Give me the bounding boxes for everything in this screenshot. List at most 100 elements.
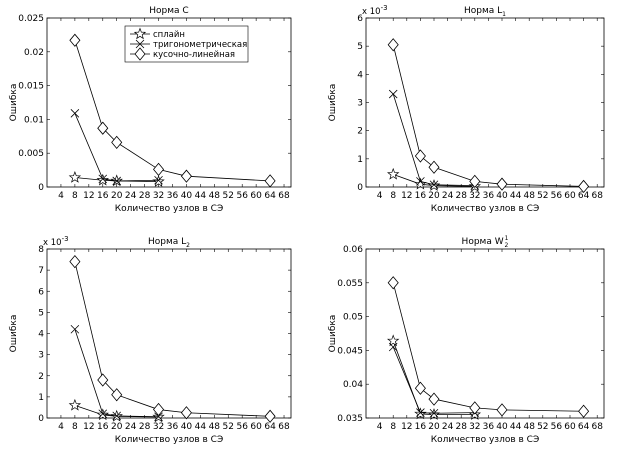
y-tick-label: 0.045 — [337, 346, 363, 356]
legend-label: сплайн — [153, 30, 185, 40]
x-tick-label: 48 — [209, 191, 221, 201]
diamond-marker — [469, 401, 481, 415]
y-tick-label: 2 — [38, 372, 44, 382]
chart-title-text: Норма W — [462, 237, 504, 247]
x-marker — [416, 408, 425, 417]
x-tick-label: 36 — [483, 191, 495, 201]
diamond-marker — [387, 276, 399, 290]
series-line — [392, 44, 584, 187]
star-marker — [133, 27, 147, 40]
series-line — [393, 173, 475, 187]
x-tick-label: 64 — [578, 191, 590, 201]
x-tick-label: 64 — [578, 422, 590, 432]
y-tick-label: 6 — [38, 287, 44, 297]
x-marker — [98, 409, 108, 419]
x-tick-label: 20 — [111, 191, 123, 201]
x-tick-label: 8 — [390, 191, 396, 201]
y-exponent-base: x 10 — [43, 238, 62, 248]
x-tick-label: 4 — [377, 422, 383, 432]
star-marker — [414, 407, 427, 420]
diamond-marker — [496, 403, 508, 417]
chart-panel-3: 4 8 12 16 20 24 28 32 36 40 44 48 52 56 60 64 6801234567… — [9, 235, 292, 445]
y-axis-label: Ошибка — [328, 84, 338, 122]
x-tick-label: 56 — [236, 191, 248, 201]
y-tick-label: 0 — [38, 414, 44, 424]
y-tick-label: 6 — [357, 14, 363, 24]
x-tick-label: 44 — [195, 422, 207, 432]
diamond-marker — [97, 121, 109, 135]
x-tick-label: 8 — [72, 191, 78, 201]
y-tick-label: 0 — [38, 183, 44, 193]
x-marker — [429, 180, 439, 190]
x-marker — [98, 174, 108, 184]
series-x — [70, 109, 163, 186]
series-line — [392, 282, 584, 412]
y-tick-label: 4 — [38, 330, 44, 340]
x-marker — [70, 324, 80, 334]
series-diamond — [387, 276, 590, 418]
x-marker — [70, 109, 80, 118]
diamond-marker — [134, 47, 146, 61]
x-tick-label: 48 — [523, 422, 535, 432]
diamond-marker — [578, 179, 590, 194]
x-tick-label: 4 — [58, 422, 64, 432]
y-exponent-power: -3 — [62, 235, 69, 243]
x-tick-label: 20 — [428, 191, 440, 201]
y-tick-label: 0.04 — [343, 380, 363, 390]
y-tick-label: 0.025 — [18, 14, 44, 24]
x-tick-label: 8 — [72, 422, 78, 432]
legend-label: тригонометрическая — [153, 40, 247, 50]
x-tick-label: 28 — [139, 422, 151, 432]
y-tick-label: 3 — [38, 351, 44, 361]
diamond-marker — [428, 392, 440, 406]
x-tick-label: 40 — [496, 422, 508, 432]
y-tick-label: 8 — [38, 245, 44, 255]
y-axis-label: Ошибка — [9, 315, 19, 353]
x-marker — [429, 408, 439, 418]
y-axis-label: Ошибка — [328, 315, 338, 353]
chart-title-sup: 1 — [505, 235, 509, 242]
diamond-marker — [97, 373, 109, 387]
star-marker — [68, 171, 82, 183]
x-marker — [112, 411, 121, 421]
x-tick-label: 36 — [167, 422, 179, 432]
diamond-marker — [180, 169, 192, 183]
x-tick-label: 56 — [236, 422, 248, 432]
x-tick-label: 12 — [401, 422, 412, 432]
series-x — [70, 324, 163, 422]
x-tick-label: 52 — [537, 422, 548, 432]
diamond-marker — [111, 388, 123, 402]
star-marker — [152, 175, 165, 187]
series-line — [74, 40, 271, 182]
series-line — [392, 340, 475, 416]
x-tick-label: 48 — [209, 422, 221, 432]
x-tick-label: 64 — [264, 191, 276, 201]
y-tick-label: 5 — [357, 42, 363, 52]
x-tick-label: 28 — [455, 422, 467, 432]
axes-frame — [46, 248, 292, 419]
y-exponent-label: x 10-3 — [362, 4, 388, 17]
chart-title-text: Норма L — [148, 237, 186, 247]
x-marker — [416, 177, 425, 186]
y-tick-label: 0.055 — [337, 279, 363, 289]
star-marker — [387, 334, 400, 347]
x-marker — [112, 176, 121, 186]
diamond-marker — [153, 162, 165, 177]
diamond-marker — [414, 381, 426, 395]
chart-title-text: Норма L — [464, 6, 502, 16]
y-exponent-label: x 10-3 — [43, 235, 69, 248]
y-tick-label: 0 — [357, 183, 363, 193]
y-tick-label: 1 — [38, 393, 44, 403]
x-marker — [154, 412, 163, 422]
series-line — [74, 113, 159, 182]
x-tick-label: 32 — [469, 422, 480, 432]
y-tick-label: 0.035 — [337, 414, 363, 424]
series-line — [392, 346, 475, 414]
x-tick-label: 20 — [111, 422, 123, 432]
x-axis-label: Количество узлов в СЭ — [431, 204, 539, 214]
x-tick-label: 48 — [523, 191, 535, 201]
series-line — [74, 261, 271, 417]
diamond-marker — [264, 409, 276, 423]
series-line — [74, 177, 159, 182]
